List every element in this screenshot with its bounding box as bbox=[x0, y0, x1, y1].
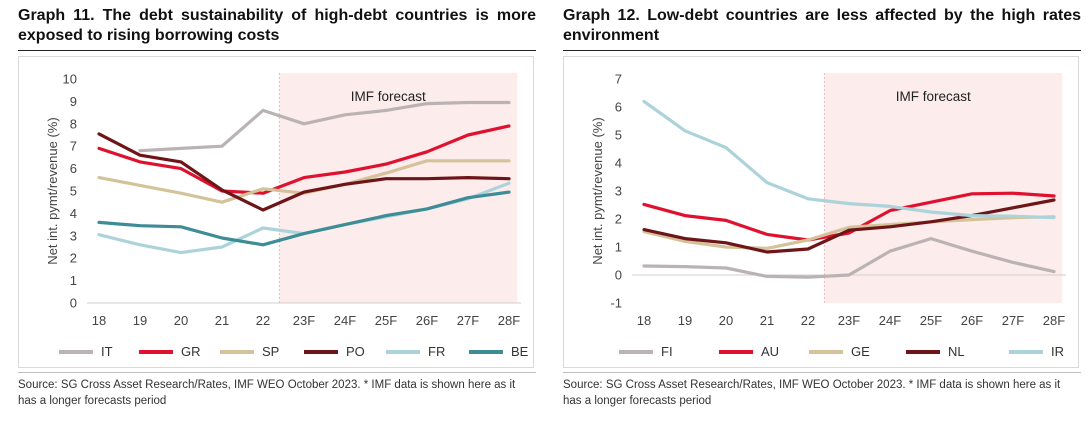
y-tick-label: 9 bbox=[70, 94, 77, 109]
y-tick-label: 2 bbox=[70, 251, 77, 266]
y-tick-label: 5 bbox=[615, 128, 622, 143]
y-tick-label: 8 bbox=[70, 116, 77, 131]
x-tick-label: 24F bbox=[334, 313, 356, 328]
legend-swatch bbox=[386, 350, 420, 354]
y-tick-label: 5 bbox=[70, 184, 77, 199]
x-tick-label: 18 bbox=[637, 313, 651, 328]
legend-label: BE bbox=[511, 344, 529, 359]
series-line-it bbox=[138, 100, 511, 153]
chart-title: Graph 11. The debt sustainability of hig… bbox=[18, 6, 536, 51]
x-tick-label: 21 bbox=[760, 313, 774, 328]
y-tick-label: 10 bbox=[63, 72, 77, 87]
line-chart: IMF forecast -1 0 1 2 3 4 5 6 7 18 19 20 21 22 23F 24F 25… bbox=[590, 72, 1066, 328]
legend-swatch bbox=[59, 350, 93, 354]
y-tick-label: 4 bbox=[615, 156, 622, 171]
series-line-nl bbox=[642, 198, 1056, 254]
chart-legend: IT GR SP PO FR BE bbox=[39, 344, 529, 359]
x-tick-label: 22 bbox=[256, 313, 270, 328]
y-axis-label: Net int. pymt/revenue (%) bbox=[590, 117, 605, 264]
chart-panel-graph-12: Graph 12. Low-debt countries are less af… bbox=[563, 0, 1081, 434]
y-tick-label: 6 bbox=[615, 100, 622, 115]
y-tick-label: -1 bbox=[610, 296, 622, 311]
y-tick-label: 0 bbox=[70, 296, 77, 311]
legend-label: FR bbox=[428, 344, 446, 359]
x-tick-label: 27F bbox=[1002, 313, 1024, 328]
x-tick-label: 21 bbox=[215, 313, 229, 328]
x-tick-label: 26F bbox=[961, 313, 983, 328]
y-tick-label: 6 bbox=[70, 161, 77, 176]
x-tick-label: 25F bbox=[375, 313, 397, 328]
y-tick-label: 7 bbox=[70, 139, 77, 154]
series-line-be bbox=[97, 190, 511, 247]
x-tick-label: 24F bbox=[879, 313, 901, 328]
x-tick-label: 23F bbox=[293, 313, 315, 328]
legend-label: FI bbox=[661, 344, 673, 359]
chart-legend: FI AU GE NL IR bbox=[584, 344, 1074, 359]
y-tick-label: 2 bbox=[615, 212, 622, 227]
y-tick-label: 1 bbox=[70, 273, 77, 288]
chart-frame: IMF forecast -1 0 1 2 3 4 5 6 7 18 19 20 21 22 23F 24F 25… bbox=[563, 56, 1079, 368]
x-tick-label: 23F bbox=[838, 313, 860, 328]
legend-swatch bbox=[304, 350, 338, 354]
forecast-label: IMF forecast bbox=[896, 89, 971, 104]
y-tick-label: 3 bbox=[615, 184, 622, 199]
x-tick-label: 20 bbox=[719, 313, 733, 328]
forecast-label: IMF forecast bbox=[351, 89, 426, 104]
x-tick-label: 26F bbox=[416, 313, 438, 328]
legend-swatch bbox=[1009, 350, 1043, 354]
legend-swatch bbox=[469, 350, 503, 354]
y-tick-label: 4 bbox=[70, 206, 77, 221]
y-axis-label: Net int. pymt/revenue (%) bbox=[45, 117, 60, 264]
chart-panel-graph-11: Graph 11. The debt sustainability of hig… bbox=[18, 0, 536, 434]
x-tick-label: 28F bbox=[498, 313, 520, 328]
x-tick-label: 28F bbox=[1043, 313, 1065, 328]
legend-label: IR bbox=[1051, 344, 1064, 359]
series-line-au bbox=[642, 191, 1056, 242]
legend-swatch bbox=[719, 350, 753, 354]
x-tick-label: 27F bbox=[457, 313, 479, 328]
legend-label: PO bbox=[346, 344, 365, 359]
x-tick-label: 20 bbox=[174, 313, 188, 328]
y-tick-label: 3 bbox=[70, 228, 77, 243]
chart-title: Graph 12. Low-debt countries are less af… bbox=[563, 6, 1081, 51]
x-tick-label: 19 bbox=[133, 313, 147, 328]
series-line-fi bbox=[642, 237, 1056, 279]
legend-label: NL bbox=[948, 344, 965, 359]
series-line-po bbox=[97, 132, 511, 212]
y-tick-label: 0 bbox=[615, 268, 622, 283]
y-tick-label: 7 bbox=[615, 72, 622, 87]
chart-source-note: Source: SG Cross Asset Research/Rates, I… bbox=[18, 372, 536, 409]
chart-source-note: Source: SG Cross Asset Research/Rates, I… bbox=[563, 372, 1081, 409]
legend-label: GR bbox=[181, 344, 201, 359]
x-tick-label: 22 bbox=[801, 313, 815, 328]
legend-label: IT bbox=[101, 344, 113, 359]
legend-label: AU bbox=[761, 344, 780, 359]
series-line-gr bbox=[97, 124, 511, 195]
legend-swatch bbox=[619, 350, 653, 354]
series-line-ir bbox=[642, 99, 1056, 220]
x-tick-label: 25F bbox=[920, 313, 942, 328]
legend-swatch bbox=[139, 350, 173, 354]
x-tick-label: 19 bbox=[678, 313, 692, 328]
legend-swatch bbox=[809, 350, 843, 354]
chart-frame: IMF forecast 0 1 2 3 4 5 6 7 8 9 10 18 19 20 21 22 23F 24F… bbox=[18, 56, 534, 368]
x-tick-label: 18 bbox=[92, 313, 106, 328]
series-line-ge bbox=[642, 215, 1056, 250]
legend-label: GE bbox=[851, 344, 870, 359]
legend-label: SP bbox=[262, 344, 280, 359]
line-chart: IMF forecast 0 1 2 3 4 5 6 7 8 9 10 18 19 20 21 22 23F 24F… bbox=[45, 72, 521, 328]
y-tick-label: 1 bbox=[615, 240, 622, 255]
legend-swatch bbox=[220, 350, 254, 354]
legend-swatch bbox=[906, 350, 940, 354]
